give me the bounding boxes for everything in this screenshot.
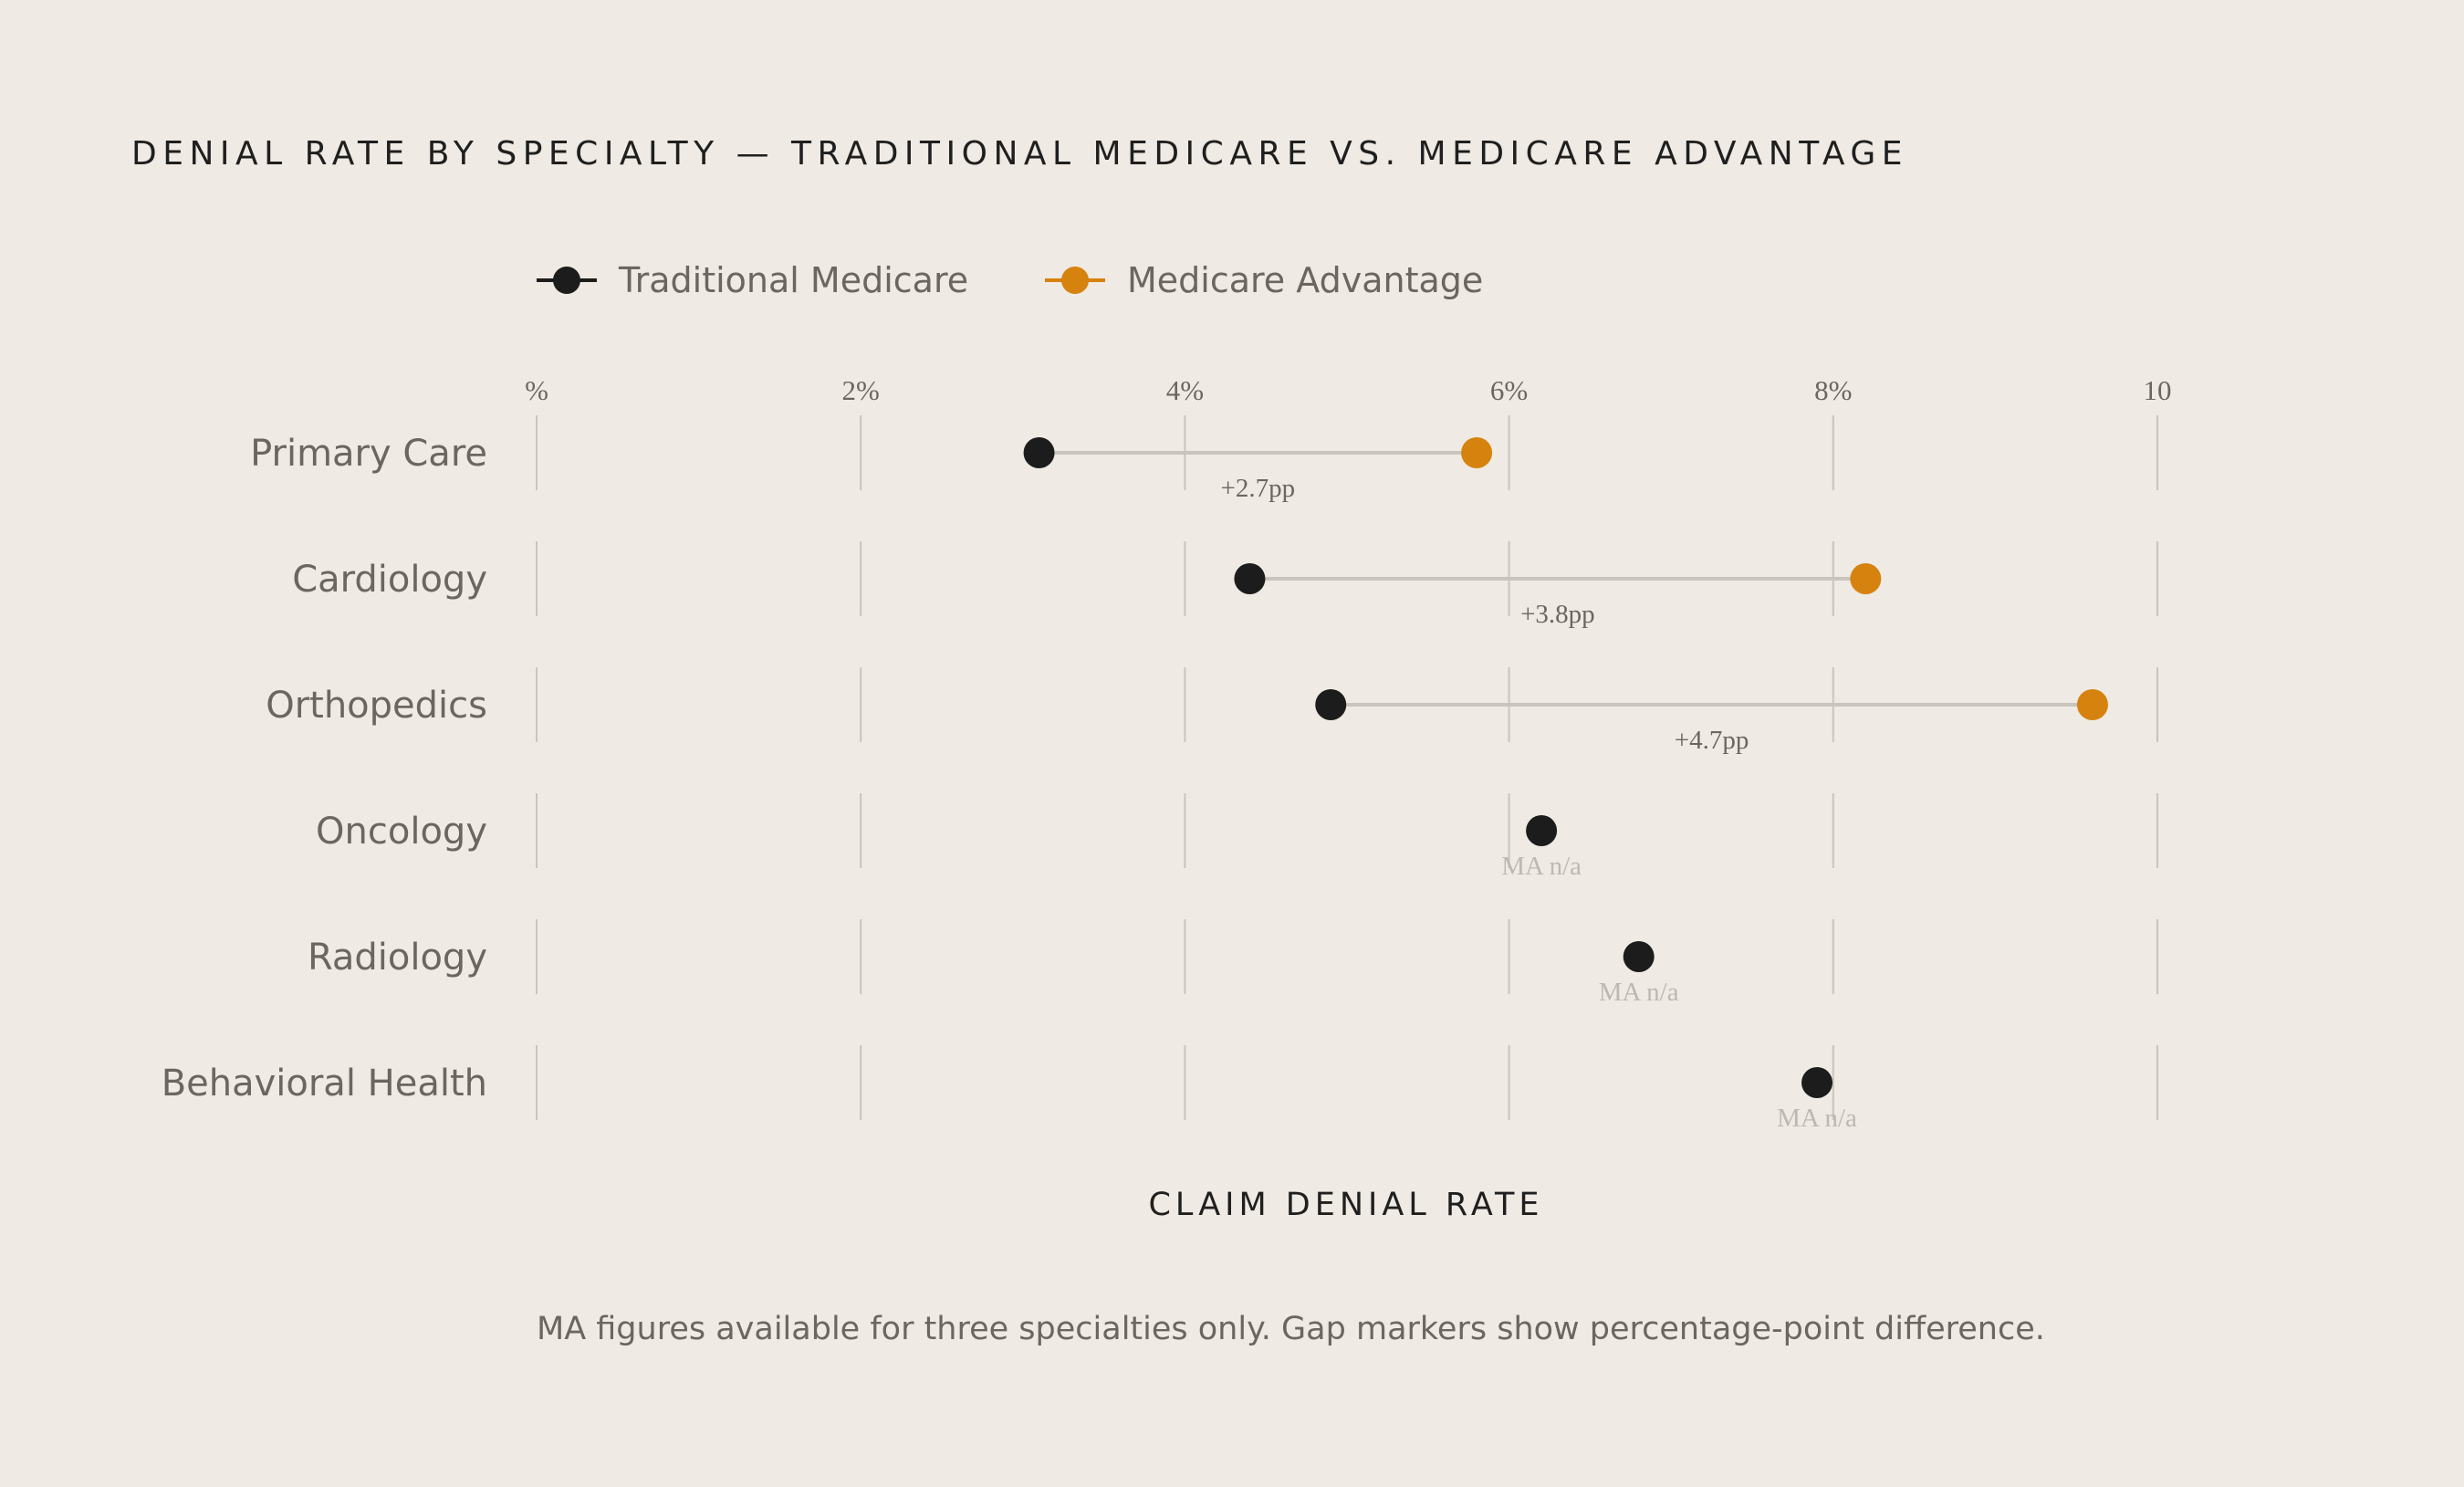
gap-label-cardiology: +3.8pp bbox=[1520, 600, 1595, 629]
ma-missing-label-behavioral-health: MA n/a bbox=[1777, 1104, 1857, 1133]
category-label-cardiology: Cardiology bbox=[292, 559, 487, 601]
ma-missing-label-oncology: MA n/a bbox=[1501, 852, 1582, 881]
point-advantage-cardiology bbox=[1850, 563, 1882, 594]
legend-swatch-dot-advantage bbox=[1061, 267, 1089, 294]
x-tick-label-2: 2% bbox=[842, 374, 880, 406]
category-label-primary-care: Primary Care bbox=[250, 433, 487, 475]
legend-swatch-dot-traditional bbox=[553, 267, 580, 294]
point-traditional-oncology bbox=[1526, 815, 1558, 846]
legend-label-traditional-medicare: Traditional Medicare bbox=[618, 260, 968, 300]
row-cardiology: Cardiology +3.8pp bbox=[292, 559, 1882, 629]
legend-label-medicare-advantage: Medicare Advantage bbox=[1127, 260, 1483, 300]
chart-rows: Primary Care +2.7pp Cardiology +3.8pp Orthop… bbox=[162, 433, 2108, 1133]
grid-lines bbox=[536, 415, 2158, 1120]
row-radiology: Radiology MA n/a bbox=[308, 937, 1679, 1007]
category-label-orthopedics: Orthopedics bbox=[266, 685, 487, 727]
row-oncology: Oncology MA n/a bbox=[316, 811, 1582, 881]
category-label-behavioral-health: Behavioral Health bbox=[162, 1063, 487, 1105]
row-behavioral-health: Behavioral Health MA n/a bbox=[162, 1063, 1857, 1133]
point-advantage-primary-care bbox=[1461, 437, 1493, 468]
row-primary-care: Primary Care +2.7pp bbox=[250, 433, 1493, 503]
point-advantage-orthopedics bbox=[2076, 689, 2108, 720]
category-label-oncology: Oncology bbox=[316, 811, 487, 853]
x-tick-label-4: 4% bbox=[1166, 374, 1204, 406]
legend-item-medicare-advantage: Medicare Advantage bbox=[1045, 260, 1483, 300]
point-traditional-radiology bbox=[1623, 941, 1655, 972]
footnote: MA figures available for three specialti… bbox=[537, 1311, 2045, 1347]
point-traditional-primary-care bbox=[1023, 437, 1055, 468]
row-orthopedics: Orthopedics +4.7pp bbox=[266, 685, 2108, 755]
x-tick-label-0: % bbox=[525, 374, 548, 406]
gap-label-primary-care: +2.7pp bbox=[1221, 474, 1296, 503]
x-axis-tick-labels: % 2% 4% 6% 8% 10 bbox=[525, 374, 2171, 406]
legend: Traditional Medicare Medicare Advantage bbox=[537, 260, 1483, 300]
gap-label-orthopedics: +4.7pp bbox=[1675, 726, 1749, 755]
point-traditional-orthopedics bbox=[1315, 689, 1347, 720]
x-axis-title: CLAIM DENIAL RATE bbox=[1148, 1187, 1543, 1223]
category-label-radiology: Radiology bbox=[308, 937, 487, 979]
chart-title: DENIAL RATE BY SPECIALTY — TRADITIONAL M… bbox=[131, 135, 1908, 173]
x-tick-label-8: 8% bbox=[1814, 374, 1852, 406]
point-traditional-behavioral-health bbox=[1801, 1067, 1833, 1098]
ma-missing-label-radiology: MA n/a bbox=[1599, 978, 1679, 1007]
x-tick-label-10: 10 bbox=[2144, 374, 2172, 406]
x-tick-label-6: 6% bbox=[1490, 374, 1528, 406]
legend-item-traditional-medicare: Traditional Medicare bbox=[537, 260, 968, 300]
point-traditional-cardiology bbox=[1234, 563, 1266, 594]
